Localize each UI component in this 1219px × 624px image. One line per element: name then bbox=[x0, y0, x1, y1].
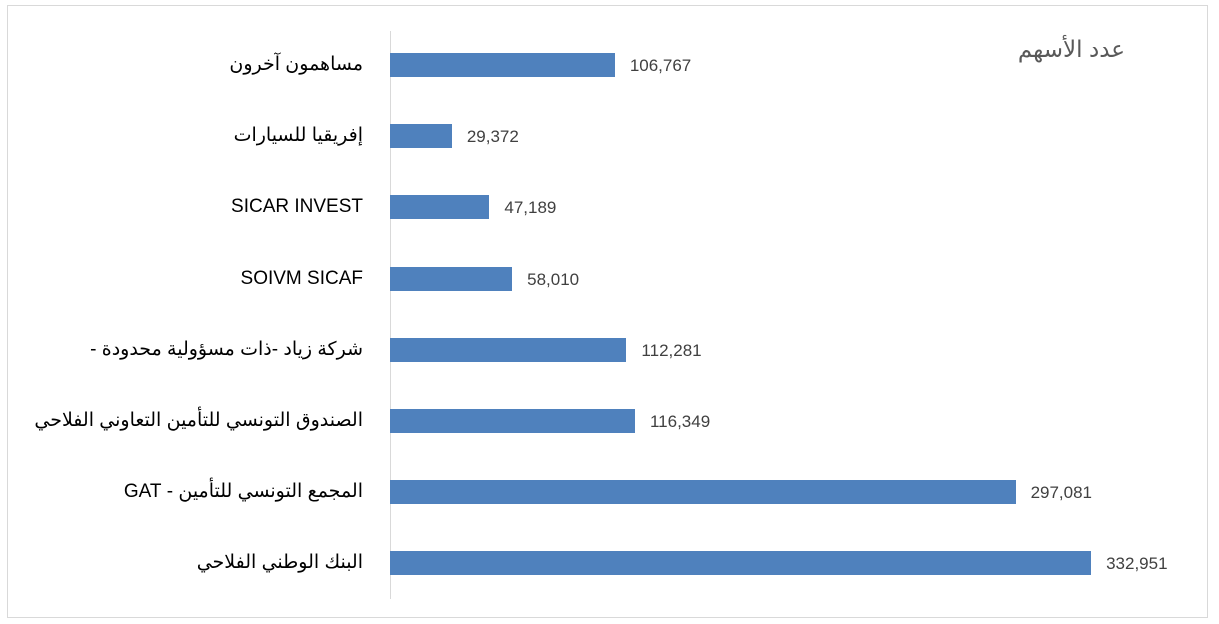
category-label: المجمع التونسي للتأمين - GAT bbox=[123, 481, 363, 503]
value-label: 297,081 bbox=[1030, 483, 1093, 503]
bar bbox=[390, 480, 1016, 505]
value-label: 29,372 bbox=[466, 127, 519, 147]
value-label: 332,951 bbox=[1106, 554, 1168, 574]
bar bbox=[390, 409, 635, 433]
category-label: SOIVM SICAF bbox=[240, 267, 363, 289]
category-label: البنك الوطني الفلاحي bbox=[196, 552, 363, 574]
category-label: إفريقيا للسيارات bbox=[233, 125, 363, 147]
value-label: 58,010 bbox=[527, 269, 580, 289]
category-label: SICAR INVEST bbox=[231, 196, 363, 218]
bar bbox=[390, 53, 615, 77]
bar bbox=[390, 266, 513, 291]
bar bbox=[390, 337, 627, 362]
value-label: 116,349 bbox=[649, 412, 711, 431]
chart: عدد الأسهم مساهمون آخرون 106,767 إفريقيا ل… bbox=[7, 5, 1208, 618]
category-label: الصندوق التونسي للتأمين التعاوني الفلاحي bbox=[34, 410, 363, 431]
value-label: 47,189 bbox=[504, 198, 557, 218]
value-label: 112,281 bbox=[641, 340, 702, 360]
value-label: 106,767 bbox=[629, 56, 692, 75]
category-label: شركة زياد -ذات مسؤولية محدودة - bbox=[90, 338, 363, 360]
bar bbox=[390, 551, 1092, 576]
category-label: مساهمون آخرون bbox=[229, 54, 363, 75]
bar bbox=[390, 124, 452, 149]
chart-title: عدد الأسهم bbox=[1017, 36, 1125, 62]
bar bbox=[390, 195, 490, 220]
axis-line bbox=[390, 31, 391, 599]
